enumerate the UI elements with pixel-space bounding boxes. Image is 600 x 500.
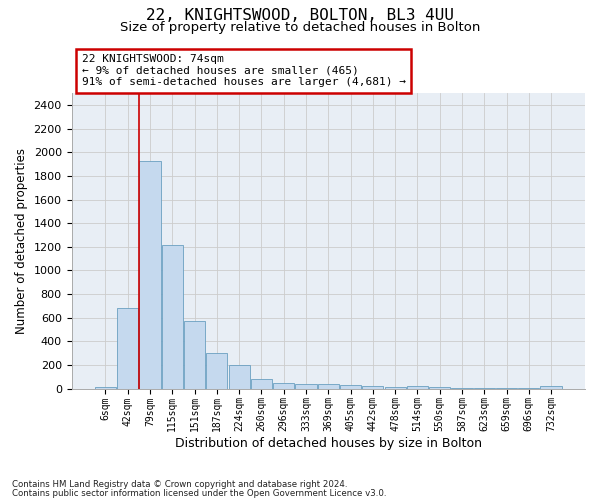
- Bar: [295, 384, 317, 388]
- Bar: [385, 387, 406, 388]
- Bar: [317, 384, 339, 388]
- Text: Contains public sector information licensed under the Open Government Licence v3: Contains public sector information licen…: [12, 488, 386, 498]
- Bar: [251, 379, 272, 388]
- Text: 22 KNIGHTSWOOD: 74sqm
← 9% of detached houses are smaller (465)
91% of semi-deta: 22 KNIGHTSWOOD: 74sqm ← 9% of detached h…: [82, 54, 406, 88]
- Bar: [229, 365, 250, 388]
- Bar: [340, 385, 361, 388]
- Bar: [117, 308, 139, 388]
- Text: Contains HM Land Registry data © Crown copyright and database right 2024.: Contains HM Land Registry data © Crown c…: [12, 480, 347, 489]
- X-axis label: Distribution of detached houses by size in Bolton: Distribution of detached houses by size …: [175, 437, 482, 450]
- Bar: [206, 352, 227, 388]
- Text: 22, KNIGHTSWOOD, BOLTON, BL3 4UU: 22, KNIGHTSWOOD, BOLTON, BL3 4UU: [146, 8, 454, 22]
- Bar: [184, 322, 205, 388]
- Bar: [162, 244, 183, 388]
- Y-axis label: Number of detached properties: Number of detached properties: [15, 148, 28, 334]
- Bar: [407, 386, 428, 388]
- Bar: [273, 382, 294, 388]
- Bar: [362, 386, 383, 388]
- Bar: [139, 160, 161, 388]
- Bar: [541, 386, 562, 388]
- Text: Size of property relative to detached houses in Bolton: Size of property relative to detached ho…: [120, 21, 480, 34]
- Bar: [95, 387, 116, 388]
